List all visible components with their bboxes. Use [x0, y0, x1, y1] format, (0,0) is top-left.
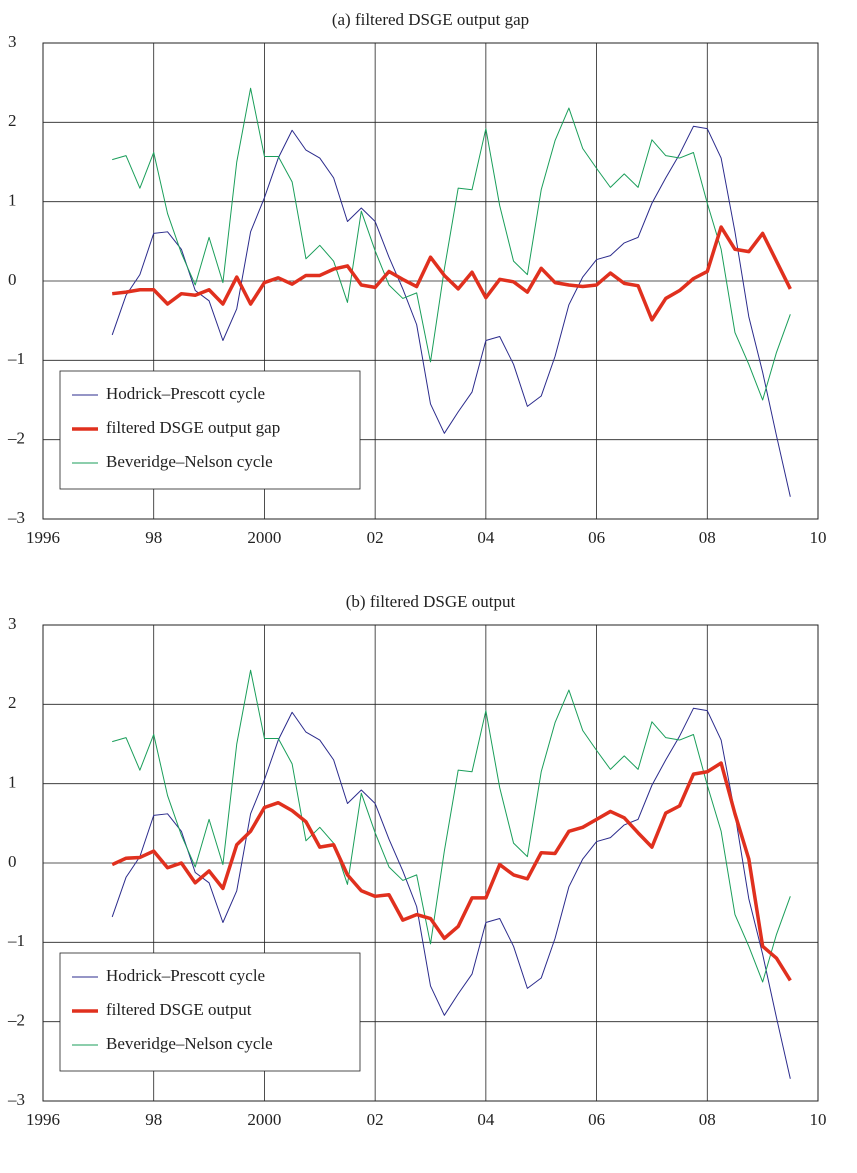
x-tick-label: 02: [367, 1110, 384, 1129]
legend-label: Beveridge–Nelson cycle: [106, 452, 273, 471]
series-line: [111, 761, 792, 982]
chart-title: (b) filtered DSGE output: [346, 592, 516, 611]
chart-title: (a) filtered DSGE output gap: [332, 10, 529, 29]
y-tick-label: 1: [8, 773, 17, 792]
x-tick-label: 2000: [247, 528, 281, 547]
y-tick-label: –2: [7, 429, 25, 448]
legend-box: [59, 952, 361, 1072]
y-tick-label: –2: [7, 1011, 25, 1030]
x-tick-label: 10: [810, 1110, 827, 1129]
legend-label: Beveridge–Nelson cycle: [106, 1034, 273, 1053]
y-tick-label: –3: [7, 508, 25, 527]
y-tick-label: –1: [7, 349, 25, 368]
y-tick-label: 0: [8, 270, 17, 289]
series-line: [112, 225, 792, 322]
x-tick-label: 02: [367, 528, 384, 547]
x-tick-label: 04: [477, 1110, 495, 1129]
x-tick-label: 2000: [247, 1110, 281, 1129]
y-tick-label: –1: [7, 931, 25, 950]
x-tick-label: 1996: [26, 528, 60, 547]
legend-box: [59, 370, 361, 490]
legend-label: filtered DSGE output: [106, 1000, 252, 1019]
y-tick-label: –3: [7, 1090, 25, 1109]
y-tick-label: 2: [8, 111, 17, 130]
legend-label: Hodrick–Prescott cycle: [106, 966, 265, 985]
x-tick-label: 04: [477, 528, 495, 547]
y-tick-label: 0: [8, 852, 17, 871]
y-tick-label: 3: [8, 614, 17, 633]
x-tick-label: 1996: [26, 1110, 60, 1129]
series-line: [112, 669, 791, 983]
y-tick-label: 3: [8, 32, 17, 51]
x-tick-label: 98: [145, 528, 162, 547]
legend-label: filtered DSGE output gap: [106, 418, 280, 437]
y-tick-label: 2: [8, 693, 17, 712]
x-tick-label: 06: [588, 528, 605, 547]
x-tick-label: 10: [810, 528, 827, 547]
x-tick-label: 08: [699, 1110, 716, 1129]
y-tick-label: 1: [8, 191, 17, 210]
x-tick-label: 08: [699, 528, 716, 547]
series-line: [112, 87, 791, 401]
x-tick-label: 98: [145, 1110, 162, 1129]
legend-label: Hodrick–Prescott cycle: [106, 384, 265, 403]
x-tick-label: 06: [588, 1110, 605, 1129]
